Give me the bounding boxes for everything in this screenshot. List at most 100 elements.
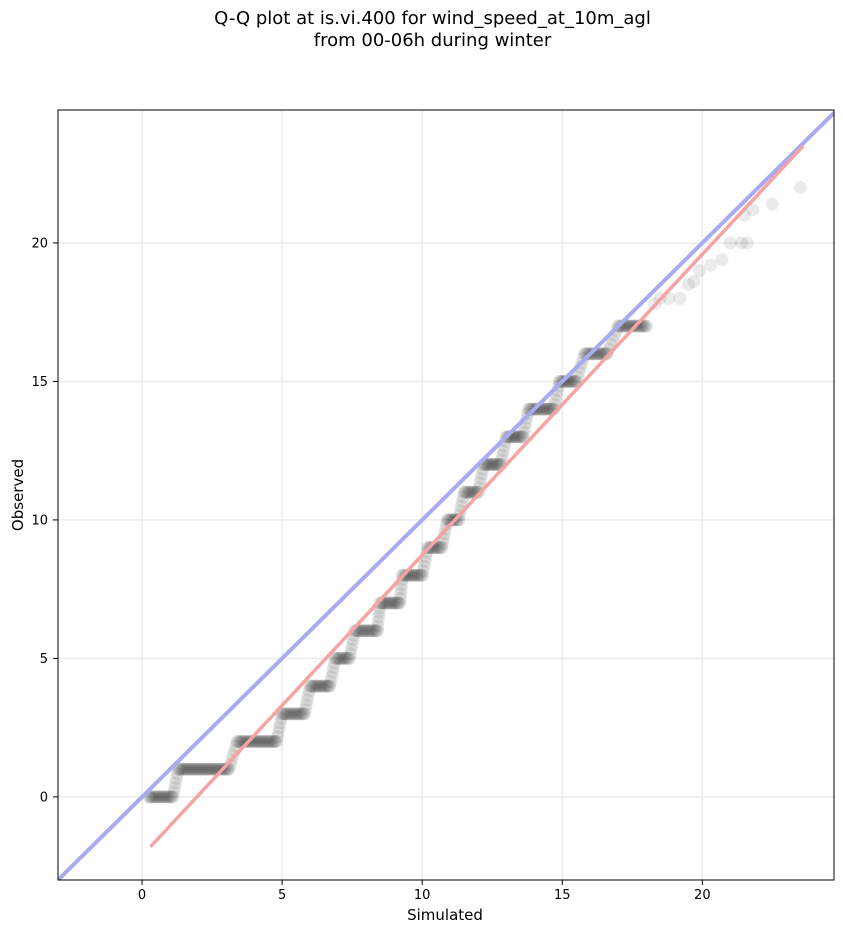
x-tick-label: 15	[554, 888, 571, 903]
data-point	[162, 790, 176, 804]
data-point	[723, 236, 737, 250]
data-point	[285, 707, 299, 721]
data-point	[354, 624, 368, 638]
data-point	[152, 790, 166, 804]
plot-frame	[57, 109, 835, 881]
data-point	[323, 679, 337, 693]
data-point	[495, 448, 509, 462]
x-tick-label: 20	[694, 888, 711, 903]
data-point	[223, 758, 237, 772]
data-point	[325, 670, 339, 684]
data-point	[409, 568, 423, 582]
data-point	[524, 402, 538, 416]
data-point	[368, 624, 382, 638]
data-point	[474, 471, 488, 485]
data-point	[484, 458, 498, 472]
data-point	[360, 624, 374, 638]
data-point	[371, 619, 385, 633]
data-point	[436, 536, 450, 550]
data-point	[164, 790, 178, 804]
data-point	[212, 762, 226, 776]
data-point	[291, 707, 305, 721]
data-point	[298, 702, 312, 716]
reference-lines	[58, 111, 834, 880]
data-point	[326, 661, 340, 675]
data-point	[183, 762, 197, 776]
x-tick-label: 0	[138, 888, 146, 903]
data-point	[264, 735, 278, 749]
data-point	[393, 591, 407, 605]
data-point	[289, 707, 303, 721]
data-point	[459, 485, 473, 499]
y-tick-label: 5	[40, 652, 48, 667]
data-point	[510, 430, 524, 444]
data-point	[193, 762, 207, 776]
data-point	[693, 264, 707, 278]
data-point	[393, 596, 407, 610]
data-point	[170, 771, 184, 785]
data-point	[258, 735, 272, 749]
data-point	[417, 559, 431, 573]
data-point	[456, 490, 470, 504]
data-point	[567, 374, 581, 388]
data-point	[293, 707, 307, 721]
data-point	[541, 402, 555, 416]
data-point	[302, 684, 316, 698]
data-point	[274, 711, 288, 725]
data-point	[338, 651, 352, 665]
data-point	[169, 776, 183, 790]
data-point	[746, 203, 760, 217]
data-point	[181, 762, 195, 776]
data-point	[362, 624, 376, 638]
data-point	[199, 762, 213, 776]
data-point	[413, 568, 427, 582]
data-point	[324, 674, 338, 688]
data-point	[197, 762, 211, 776]
data-point	[206, 762, 220, 776]
data-point	[230, 735, 244, 749]
data-point	[189, 762, 203, 776]
data-point	[433, 541, 447, 555]
data-point	[270, 735, 284, 749]
identity-line	[58, 111, 834, 880]
data-point	[463, 485, 477, 499]
data-point	[158, 790, 172, 804]
data-point	[631, 319, 645, 333]
data-point	[328, 651, 342, 665]
data-point	[309, 679, 323, 693]
data-point	[232, 735, 246, 749]
data-point	[344, 642, 358, 656]
y-tick-label: 0	[40, 790, 48, 805]
data-point	[319, 679, 333, 693]
x-tick-label: 10	[414, 888, 431, 903]
data-point	[283, 707, 297, 721]
data-point	[370, 624, 384, 638]
data-point	[395, 573, 409, 587]
data-point	[195, 762, 209, 776]
data-point	[383, 596, 397, 610]
data-point	[425, 541, 439, 555]
data-point	[277, 707, 291, 721]
data-point	[343, 647, 357, 661]
data-point	[673, 291, 687, 305]
data-point	[704, 258, 718, 272]
data-point	[461, 485, 475, 499]
data-point	[517, 425, 531, 439]
data-point	[148, 790, 162, 804]
data-point	[457, 485, 471, 499]
data-point	[160, 790, 174, 804]
data-point	[394, 587, 408, 601]
data-point	[537, 402, 551, 416]
data-point	[358, 624, 372, 638]
data-point	[372, 605, 386, 619]
x-tick-label: 5	[278, 888, 286, 903]
data-point	[391, 596, 405, 610]
data-point	[336, 651, 350, 665]
data-point	[303, 679, 317, 693]
data-point	[411, 568, 425, 582]
data-point	[156, 790, 170, 804]
data-point	[327, 656, 341, 670]
data-point	[475, 467, 489, 481]
data-point	[453, 504, 467, 518]
data-point	[179, 762, 193, 776]
